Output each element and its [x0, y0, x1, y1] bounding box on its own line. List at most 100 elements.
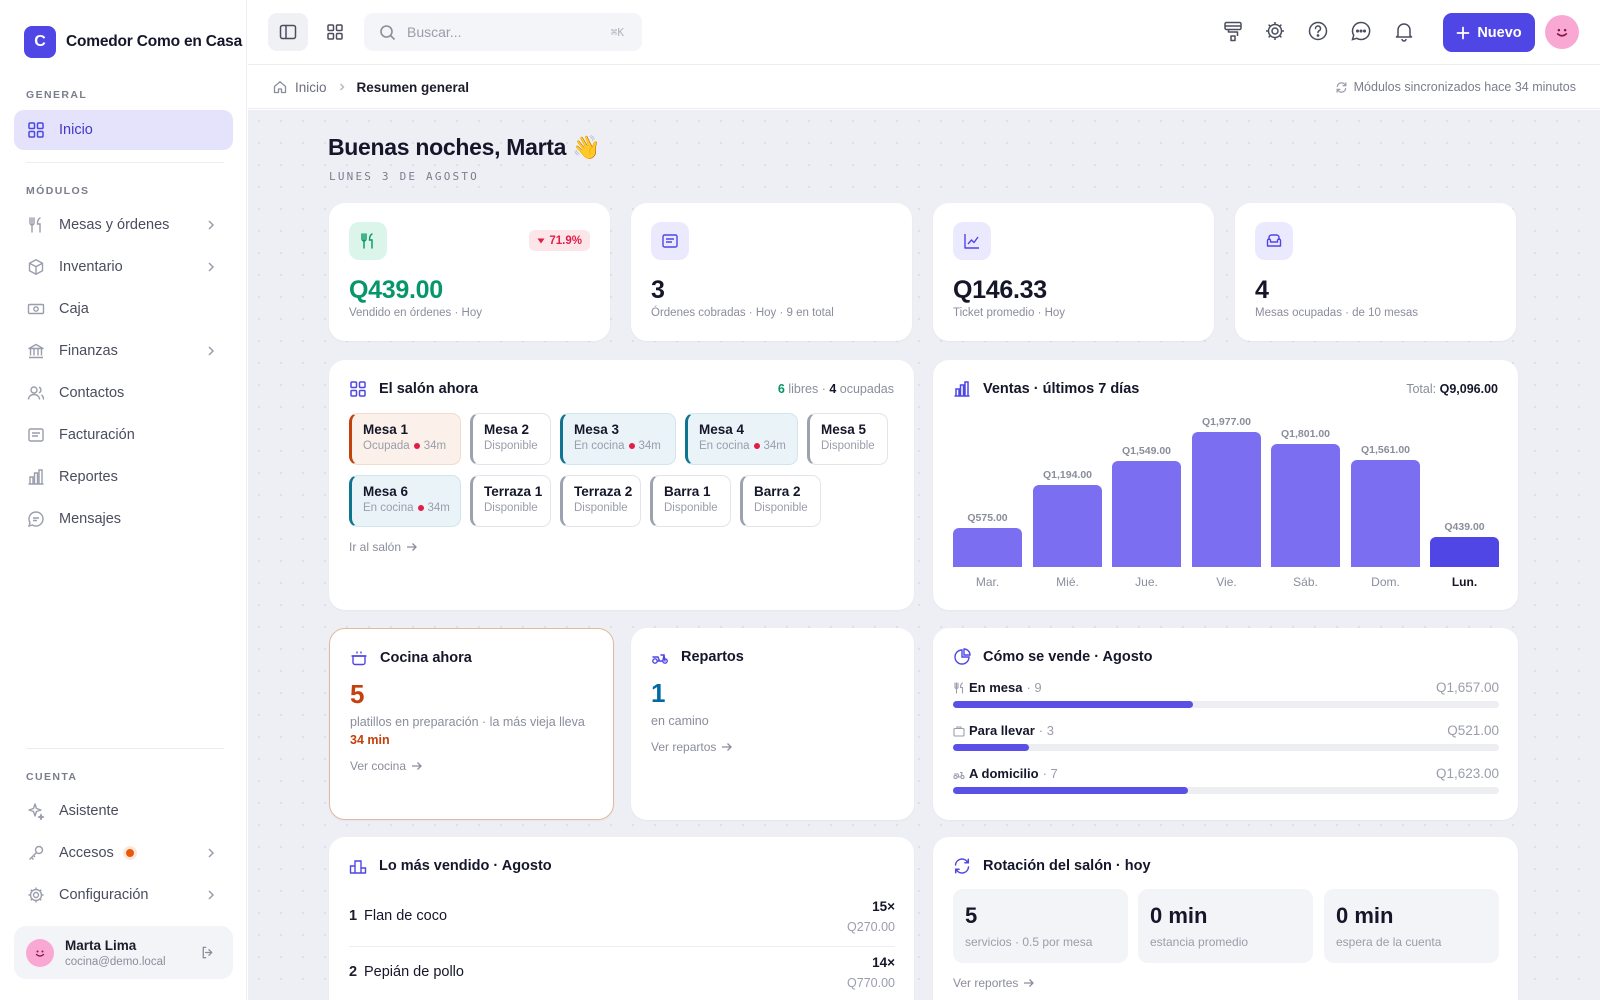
kpi-card-tables[interactable]: 4 Mesas ocupadas · de 10 mesas [1235, 203, 1516, 341]
channel-label: En mesa · 9 [953, 680, 1499, 695]
sidebar-item-inventario[interactable]: Inventario [14, 247, 233, 287]
channel-row: En mesa · 9 Q1,657.00 [953, 680, 1499, 708]
key-icon [29, 845, 44, 860]
kitchen-card[interactable]: Cocina ahora 5 platillos en preparación … [329, 628, 614, 820]
chart-bar[interactable] [1033, 485, 1102, 567]
item-rank: 2 [349, 964, 358, 980]
chart-category-label: Jue. [1135, 575, 1158, 589]
table-tile[interactable]: Mesa 6 En cocina 34m [349, 475, 461, 527]
chart-bar[interactable] [1192, 432, 1261, 567]
list-item[interactable]: 2 Pepián de pollo 14× Q770.00 [349, 947, 895, 1000]
salon-title: El salón ahora [379, 381, 479, 397]
sidebar-item-configuracion[interactable]: Configuración [14, 875, 233, 915]
paint-roller-icon[interactable] [1222, 20, 1244, 42]
channel-count: · 7 [1042, 766, 1058, 781]
link-label: Ver reportes [953, 976, 1019, 990]
gear-icon[interactable] [1264, 20, 1286, 42]
chart-value-label: Q439.00 [1444, 521, 1485, 533]
table-tile[interactable]: Barra 1 Disponible [650, 475, 731, 527]
delivery-card[interactable]: Repartos 1 en camino Ver repartos [631, 628, 914, 820]
channel-progress-fill [953, 787, 1188, 794]
salon-summary: 6 libres · 4 ocupadas [777, 382, 894, 396]
table-tile[interactable]: Mesa 1 Ocupada 34m [349, 413, 461, 465]
brand[interactable]: C Comedor Como en Casa [24, 26, 242, 58]
card-title: Repartos [651, 648, 744, 666]
sales-total: Total: Q9,096.00 [1406, 382, 1498, 396]
delivery-desc: en camino [651, 714, 709, 728]
see-reports-link[interactable]: Ver reportes [953, 976, 1035, 990]
top-sellers-card: Lo más vendido · Agosto 1 Flan de coco 15×… [329, 837, 914, 1000]
sidebar-item-accesos[interactable]: Accesos [14, 833, 233, 873]
rotation-stat: 0 min espera de la cuenta [1324, 889, 1499, 963]
sidebar-item-caja[interactable]: Caja [14, 289, 233, 329]
chevron-right-icon [208, 346, 215, 356]
table-tile[interactable]: Barra 2 Disponible [740, 475, 821, 527]
channel-progress-fill [953, 701, 1194, 708]
table-tile[interactable]: Mesa 2 Disponible [470, 413, 551, 465]
go-to-salon-link[interactable]: Ir al salón [349, 540, 418, 554]
sidebar-item-mensajes[interactable]: Mensajes [14, 499, 233, 539]
arrow-right-icon [722, 743, 733, 751]
channel-amount: Q1,657.00 [1435, 680, 1499, 695]
table-status: En cocina 34m [699, 440, 797, 452]
chart-bar[interactable] [953, 528, 1022, 567]
table-tile[interactable]: Terraza 2 Disponible [560, 475, 641, 527]
see-deliveries-link[interactable]: Ver repartos [651, 740, 733, 754]
grid-icon [350, 381, 366, 397]
table-name: Mesa 5 [821, 422, 867, 437]
toggle-sidebar-button[interactable] [268, 13, 308, 51]
channel-label: Para llevar · 3 [953, 723, 1499, 738]
sparkle-icon [28, 803, 45, 820]
card-title: El salón ahora [349, 380, 478, 398]
avatar[interactable] [1545, 15, 1579, 49]
chart-bar[interactable] [1430, 537, 1499, 567]
utensils-icon [954, 681, 964, 694]
table-tile[interactable]: Mesa 3 En cocina 34m [560, 413, 676, 465]
smiley-icon [1556, 28, 1568, 37]
kpi-card-orders[interactable]: 3 Órdenes cobradas · Hoy · 9 en total [631, 203, 912, 341]
new-button[interactable]: Nuevo [1443, 13, 1535, 52]
logout-icon[interactable] [200, 945, 215, 960]
table-name: Barra 1 [664, 484, 711, 499]
sales-card: Ventas · últimos 7 días Total: Q9,096.00… [933, 360, 1518, 610]
sidebar: C Comedor Como en Casa GENERAL Inicio MÓ… [0, 0, 247, 1000]
sidebar-item-facturacion[interactable]: Facturación [14, 415, 233, 455]
sidebar-item-reportes[interactable]: Reportes [14, 457, 233, 497]
arrow-right-icon [1024, 979, 1035, 987]
breadcrumb-root[interactable]: Inicio [295, 79, 327, 95]
bell-icon[interactable] [1393, 20, 1415, 42]
search-placeholder: Buscar... [407, 24, 462, 40]
help-icon[interactable] [1307, 20, 1329, 42]
link-label: Ver cocina [350, 759, 407, 773]
apps-grid-button[interactable] [315, 13, 355, 51]
channel-label: A domicilio · 7 [953, 766, 1499, 781]
search-input[interactable]: Buscar... ⌘K [364, 13, 642, 51]
table-name: Barra 2 [754, 484, 801, 499]
item-qty: 15× [872, 899, 895, 914]
chat-icon[interactable] [1350, 20, 1372, 42]
see-kitchen-link[interactable]: Ver cocina [350, 759, 423, 773]
sidebar-item-finanzas[interactable]: Finanzas [14, 331, 233, 371]
list-item[interactable]: 1 Flan de coco 15× Q270.00 [349, 891, 895, 947]
stat-label: servicios · 0.5 por mesa [965, 935, 1093, 949]
sidebar-item-mesas[interactable]: Mesas y órdenes [14, 205, 233, 245]
table-tile[interactable]: Mesa 4 En cocina 34m [685, 413, 798, 465]
user-card[interactable]: Marta Lima cocina@demo.local [14, 926, 233, 979]
sidebar-item-asistente[interactable]: Asistente [14, 791, 233, 831]
sidebar-item-inicio[interactable]: Inicio [14, 110, 233, 150]
kpi-card-sales[interactable]: 71.9% Q439.00 Vendido en órdenes · Hoy [329, 203, 610, 341]
chart-bar[interactable] [1351, 460, 1420, 567]
trend-chart-icon [964, 234, 979, 249]
sidebar-item-contactos[interactable]: Contactos [14, 373, 233, 413]
chart-bar[interactable] [1112, 461, 1181, 567]
invoice-icon [28, 428, 44, 442]
kpi-card-ticket[interactable]: Q146.33 Ticket promedio · Hoy [933, 203, 1214, 341]
channel-name: En mesa [969, 680, 1023, 695]
table-time: 34m [427, 502, 450, 514]
chart-value-label: Q1,549.00 [1121, 445, 1172, 457]
table-tile[interactable]: Mesa 5 Disponible [807, 413, 888, 465]
chart-bar[interactable] [1271, 444, 1340, 567]
chart-value-label: Q1,801.00 [1280, 428, 1331, 440]
table-tile[interactable]: Terraza 1 Disponible [470, 475, 551, 527]
channel-row: Para llevar · 3 Q521.00 [953, 723, 1499, 751]
